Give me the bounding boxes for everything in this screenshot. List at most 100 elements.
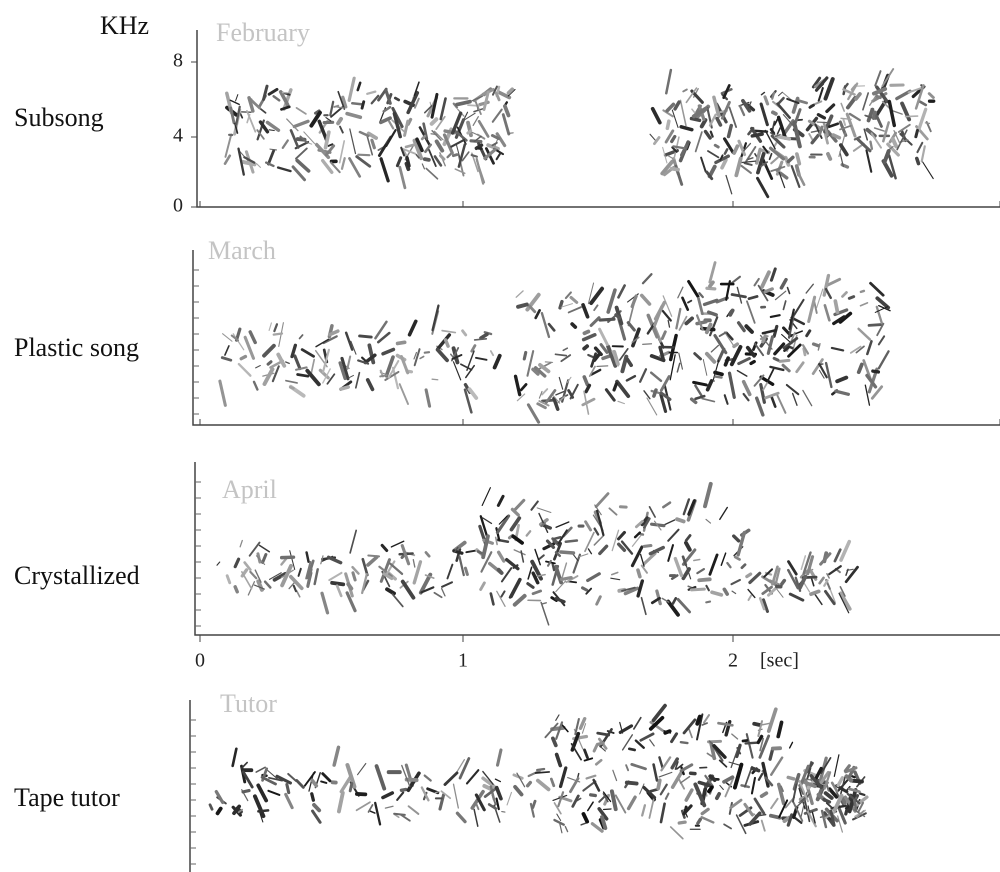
spectrogram-stroke [272, 571, 288, 582]
spectrogram-stroke [759, 382, 766, 404]
spectrogram-stroke [501, 810, 506, 813]
spectrogram-stroke [325, 116, 332, 122]
spectrogram-stroke [400, 579, 416, 600]
spectrogram-stroke [582, 375, 590, 387]
spectrogram-stroke [761, 598, 770, 613]
spectrogram-stroke [538, 390, 543, 399]
spectrogram-stroke [737, 139, 747, 157]
spectrogram-stroke [558, 376, 564, 390]
spectrogram-stroke [379, 157, 390, 183]
spectrogram-stroke [224, 345, 230, 356]
spectrogram-stroke [473, 808, 479, 827]
spectrogram-stroke [897, 123, 911, 133]
spectrogram-stroke [295, 147, 308, 160]
spectrogram-stroke [747, 101, 752, 110]
spectrogram-stroke [292, 584, 298, 593]
spectrogram-stroke [495, 132, 507, 148]
spectrogram-stroke [554, 353, 568, 357]
spectrogram-stroke [649, 739, 655, 747]
spectrogram-stroke [747, 157, 754, 161]
spectrogram-stroke [727, 371, 736, 399]
spectrogram-stroke [772, 356, 780, 362]
spectrogram-stroke [553, 535, 562, 541]
spectrogram-stroke [422, 122, 429, 140]
spectrogram-stroke [747, 588, 756, 599]
spectrogram-stroke [700, 816, 715, 824]
spectrogram-stroke [833, 299, 840, 314]
spectrogram-stroke [572, 553, 579, 562]
spectrogram-stroke [360, 100, 366, 110]
spectrogram-stroke [633, 716, 642, 730]
spectrogram-stroke [323, 130, 331, 150]
spectrogram-stroke [285, 783, 291, 795]
spectrogram-stroke [682, 498, 691, 516]
spectrogram-stroke [280, 557, 288, 566]
spectrogram-stroke [525, 780, 533, 788]
spectrogram-stroke [826, 152, 833, 161]
spectrogram-stroke [843, 764, 851, 773]
spectrogram-stroke [555, 714, 560, 721]
spectrogram-stroke [233, 585, 239, 594]
spectrogram-stroke [785, 383, 800, 396]
spectrogram-stroke [300, 348, 315, 358]
spectrogram-stroke [223, 154, 232, 165]
spectrogram-stroke [617, 530, 626, 541]
spectrogram-stroke [354, 371, 361, 389]
spectrogram-stroke [865, 149, 873, 173]
spectrogram-stroke [810, 576, 815, 587]
spectrogram-stroke [882, 149, 891, 165]
spectrogram-stroke [232, 333, 245, 351]
spectrogram-stroke [398, 165, 407, 190]
spectrogram-stroke [659, 783, 668, 796]
spectrogram-stroke [391, 106, 404, 129]
spectrogram-stroke [367, 804, 374, 813]
spectrogram-stroke [624, 780, 639, 786]
spectrogram-stroke [614, 794, 627, 814]
spectrogram-stroke [757, 720, 764, 738]
spectrogram-stroke [776, 720, 784, 739]
spectrogram-stroke [261, 553, 268, 564]
spectrogram-stroke [684, 788, 694, 802]
spectrogram-stroke [627, 747, 636, 752]
spectrogram-stroke [598, 327, 609, 346]
spectrogram-stroke [664, 519, 676, 526]
spectrogram-stroke [598, 317, 616, 322]
spectrogram-stroke [639, 293, 652, 306]
spectrogram-stroke [328, 571, 343, 582]
spectrogram-stroke [856, 362, 864, 375]
spectrogram-stroke [262, 367, 275, 386]
spectrogram-stroke [723, 148, 729, 155]
spectrogram-stroke [420, 134, 427, 141]
spectrogram-stroke [421, 163, 426, 170]
spectrogram-stroke [782, 815, 792, 823]
spectrogram-stroke [729, 344, 743, 367]
spectrogram-stroke [671, 597, 678, 605]
spectrogram-stroke [877, 335, 886, 346]
spectrogram-stroke [560, 303, 573, 308]
spectrogram-stroke [584, 383, 592, 394]
spectrogram-stroke [626, 321, 636, 332]
spectrogram-stroke [805, 778, 813, 781]
spectrogram-stroke [758, 734, 771, 759]
spectrogram-stroke [584, 531, 595, 553]
spectrogram-stroke [679, 763, 694, 773]
spectrogram-stroke [284, 792, 294, 810]
spectrogram-stroke [621, 734, 634, 751]
spectrogram-stroke [741, 379, 752, 397]
spectrogram-stroke [881, 68, 895, 88]
spectrogram-stroke [492, 353, 502, 370]
spectrogram-stroke [846, 792, 861, 805]
spectrogram-stroke [214, 790, 225, 805]
spectrogram-stroke [494, 778, 502, 783]
spectrogram-stroke [700, 807, 710, 816]
spectrogram-stroke [551, 736, 558, 748]
spectrogram-stroke [305, 560, 312, 580]
spectrogram-stroke [581, 723, 587, 734]
spectrogram-stroke [682, 804, 693, 816]
spectrogram-stroke [677, 820, 687, 825]
spectrogram-stroke [859, 289, 866, 294]
spectrogram-stroke [636, 579, 645, 598]
spectrogram-stroke [253, 584, 265, 590]
spectrogram-stroke [695, 320, 708, 326]
spectrogram-stroke [697, 296, 704, 316]
